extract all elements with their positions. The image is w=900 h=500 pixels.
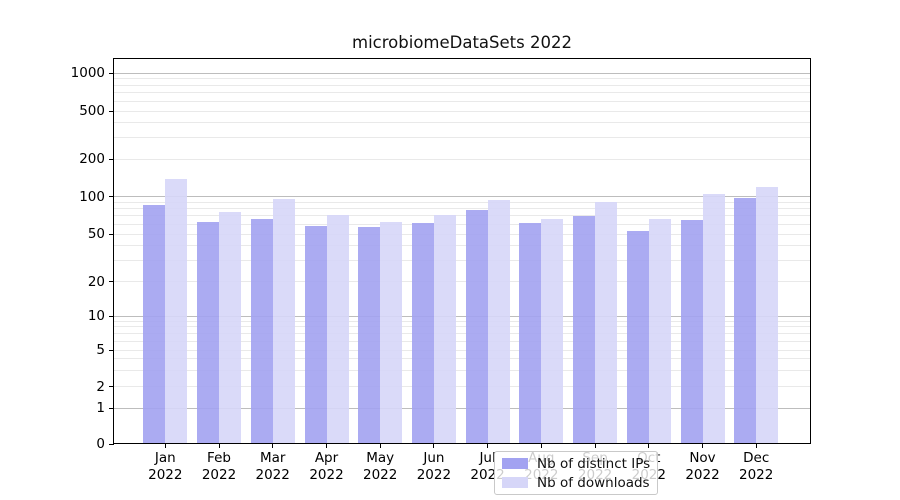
gridline-minor [114,358,810,360]
legend-item-downloads: Nb of downloads [502,474,657,491]
x-tick-label: Nov 2022 [685,450,720,483]
bar-distinct-ips [143,204,166,443]
x-tick-mark [433,444,435,448]
gridline-minor [114,84,810,86]
bar-downloads [541,218,564,443]
legend-label-downloads: Nb of downloads [537,474,650,491]
gridline-minor [114,386,810,387]
gridline-minor [114,340,810,342]
x-tick-mark [218,444,220,448]
x-tick-label: Apr 2022 [309,450,344,483]
gridline-minor [114,281,810,282]
bar-distinct-ips [519,222,542,443]
gridline-major [114,72,810,74]
bar-downloads [219,212,241,443]
gridline-minor [114,122,810,124]
bar-downloads [595,201,618,443]
bar-distinct-ips [626,231,649,443]
y-tick-label: 500 [79,103,105,119]
bar-downloads [326,215,349,443]
y-tick-label: 100 [79,188,105,205]
gridline-major [114,196,810,197]
y-tick-label: 50 [87,226,105,242]
bar-downloads [433,214,456,443]
bar-distinct-ips [197,221,219,443]
gridline-minor [114,100,810,102]
gridline-minor [114,245,810,247]
y-tick-label: 2 [96,378,105,395]
x-tick-mark [594,444,596,448]
y-tick-label: 5 [96,342,105,358]
y-tick-label: 200 [79,151,105,167]
y-tick-label: 0 [96,436,105,452]
bar-downloads [165,179,188,443]
bar-downloads [648,219,671,443]
gridline-minor [114,260,810,261]
x-tick-label: Mar 2022 [255,450,290,483]
gridline-minor [114,92,810,94]
chart-title: microbiomeDataSets 2022 [352,33,572,52]
x-tick-label: Dec 2022 [739,450,774,483]
x-tick-label: Jan 2022 [148,450,183,483]
legend-item-distinct-ips: Nb of distinct IPs [502,455,657,472]
bar-distinct-ips [465,210,488,443]
y-tick-label: 10 [87,308,105,324]
gridline-minor [114,326,810,328]
x-tick-mark [540,444,542,448]
y-tick-label: 20 [87,273,105,290]
bar-downloads [756,187,779,443]
gridline-minor [114,369,810,371]
y-tick-label: 1 [96,400,105,416]
bar-downloads [702,193,725,443]
gridline-minor [114,333,810,334]
x-tick-label: May 2022 [363,450,398,483]
gridline-minor [114,78,810,80]
bar-distinct-ips [304,226,327,443]
bar-distinct-ips [250,219,273,443]
bar-downloads [487,199,510,443]
x-tick-mark [272,444,274,448]
x-tick-mark [702,444,703,448]
bar-distinct-ips [680,220,703,443]
x-tick-mark [326,444,327,448]
bar-distinct-ips [734,198,757,443]
legend-swatch-downloads [502,477,528,488]
gridline-minor [114,201,810,203]
gridline-minor [114,137,810,139]
y-tick-mark [109,444,114,445]
gridline-minor [114,320,810,322]
legend-swatch-distinct-ips [502,458,528,469]
x-tick-label: Feb 2022 [201,450,237,483]
x-tick-mark [755,444,757,448]
bar-downloads [380,221,403,443]
x-tick-mark [379,444,381,448]
gridline-major [114,407,810,409]
plot-area: Nb of distinct IPs Nb of downloads [113,58,811,495]
y-tick-label: 1000 [70,65,105,81]
x-tick-label: Jun 2022 [416,450,452,483]
gridline-minor [114,349,810,351]
bar-distinct-ips [358,227,381,443]
legend-label-distinct-ips: Nb of distinct IPs [537,455,651,472]
gridline-minor [114,208,810,210]
gridline-minor [114,215,810,217]
x-tick-mark [648,444,650,448]
legend: Nb of distinct IPs Nb of downloads [494,451,658,495]
x-tick-mark [164,444,166,448]
gridline-major [114,315,810,317]
bar-distinct-ips [573,216,596,443]
x-tick-mark [487,444,489,448]
gridline-minor [114,158,810,160]
gridline-minor [114,233,810,235]
gridline-minor [114,110,810,112]
bar-downloads [272,199,295,443]
bar-distinct-ips [411,222,434,443]
gridline-minor [114,223,810,225]
